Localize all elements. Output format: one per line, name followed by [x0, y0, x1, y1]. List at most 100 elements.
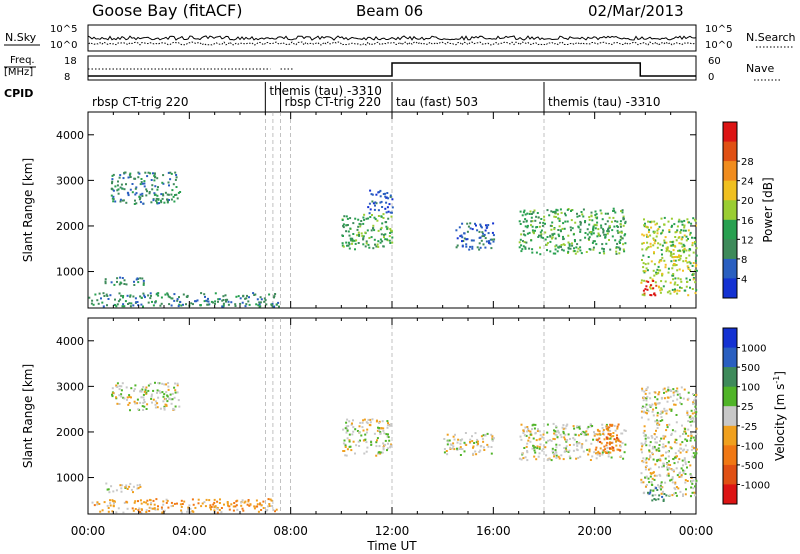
scatter-cell	[683, 388, 686, 391]
scatter-cell	[123, 188, 126, 191]
scatter-cell	[664, 410, 667, 412]
scatter-cell	[217, 300, 219, 303]
scatter-cell	[379, 432, 382, 435]
scatter-cell	[580, 446, 583, 449]
scatter-cell	[101, 301, 104, 304]
scatter-cell	[672, 458, 675, 460]
scatter-cell	[645, 399, 648, 402]
scatter-cell	[522, 211, 525, 214]
scatter-cell	[595, 243, 598, 246]
scatter-cell	[389, 446, 392, 449]
scatter-cell	[658, 225, 661, 228]
scatter-cell	[590, 442, 593, 445]
scatter-cell	[658, 486, 661, 489]
scatter-cell	[176, 382, 179, 385]
scatter-cell	[163, 383, 166, 386]
scatter-cell	[583, 433, 586, 436]
scatter-cell	[683, 457, 686, 460]
scatter-cell	[610, 220, 613, 223]
scatter-cell	[622, 224, 625, 227]
scatter-cell	[669, 281, 672, 284]
scatter-cell	[362, 439, 365, 442]
scatter-cell	[111, 510, 114, 513]
scatter-cell	[694, 269, 697, 272]
scatter-cell	[678, 289, 681, 292]
scatter-cell	[670, 225, 673, 228]
scatter-cell	[120, 490, 123, 493]
scatter-cell	[605, 425, 608, 428]
scatter-cell	[110, 485, 113, 488]
scatter-cell	[557, 233, 560, 236]
scatter-cell	[530, 239, 533, 242]
scatter-region	[455, 222, 496, 251]
scatter-cell	[597, 234, 600, 237]
scatter-cell	[570, 229, 572, 232]
scatter-cell	[682, 493, 684, 496]
scatter-cell	[386, 226, 389, 229]
cpid-segment-label: rbsp CT-trig 220	[92, 95, 188, 109]
scatter-cell	[531, 428, 533, 431]
scatter-cell	[660, 259, 663, 262]
scatter-cell	[452, 445, 455, 448]
scatter-cell	[660, 416, 663, 419]
scatter-cell	[534, 229, 536, 232]
scatter-cell	[555, 434, 558, 437]
scatter-cell	[525, 445, 528, 448]
scatter-cell	[169, 178, 172, 181]
scatter-cell	[558, 457, 561, 460]
scatter-cell	[652, 280, 655, 282]
scatter-cell	[615, 252, 618, 255]
scatter-cell	[128, 173, 131, 176]
scatter-cell	[596, 235, 599, 238]
scatter-cell	[648, 228, 651, 231]
scatter-cell	[143, 405, 146, 408]
scatter-cell	[352, 440, 355, 443]
scatter-cell	[582, 450, 585, 453]
scatter-cell	[386, 426, 389, 429]
scatter-cell	[686, 280, 689, 283]
scatter-cell	[652, 269, 655, 272]
scatter-cell	[222, 304, 225, 307]
scatter-cell	[604, 448, 607, 451]
scatter-cell	[669, 464, 672, 466]
scatter-cell	[210, 300, 213, 303]
scatter-cell	[140, 303, 143, 306]
scatter-cell	[175, 174, 178, 176]
scatter-cell	[372, 227, 375, 230]
scatter-cell	[218, 509, 221, 511]
scatter-cell	[683, 226, 686, 229]
scatter-cell	[593, 223, 596, 226]
scatter-cell	[689, 286, 691, 289]
scatter-cell	[165, 498, 168, 501]
scatter-cell	[598, 432, 601, 435]
scatter-cell	[689, 415, 692, 418]
scatter-cell	[135, 192, 138, 195]
scatter-cell	[157, 292, 160, 295]
scatter-cell	[533, 446, 536, 449]
scatter-cell	[119, 200, 122, 203]
scatter-cell	[694, 485, 696, 488]
scatter-cell	[535, 251, 538, 254]
scatter-cell	[536, 447, 539, 450]
scatter-cell	[490, 247, 493, 250]
scatter-cell	[646, 412, 648, 415]
scatter-cell	[141, 192, 144, 195]
scatter-cell	[486, 432, 489, 435]
scatter-cell	[490, 433, 493, 436]
scatter-cell	[365, 441, 368, 444]
scatter-cell	[119, 298, 122, 301]
scatter-cell	[552, 252, 555, 255]
scatter-cell	[694, 454, 696, 457]
scatter-cell	[693, 409, 696, 412]
colorbar-swatch	[723, 464, 737, 485]
scatter-cell	[674, 492, 677, 494]
scatter-cell	[386, 449, 388, 452]
scatter-cell	[602, 229, 605, 232]
scatter-cell	[546, 249, 548, 252]
scatter-cell	[689, 269, 692, 272]
scatter-cell	[473, 442, 476, 444]
scatter-cell	[367, 217, 370, 220]
scatter-cell	[216, 511, 219, 514]
scatter-cell	[384, 439, 387, 442]
scatter-cell	[584, 220, 587, 222]
